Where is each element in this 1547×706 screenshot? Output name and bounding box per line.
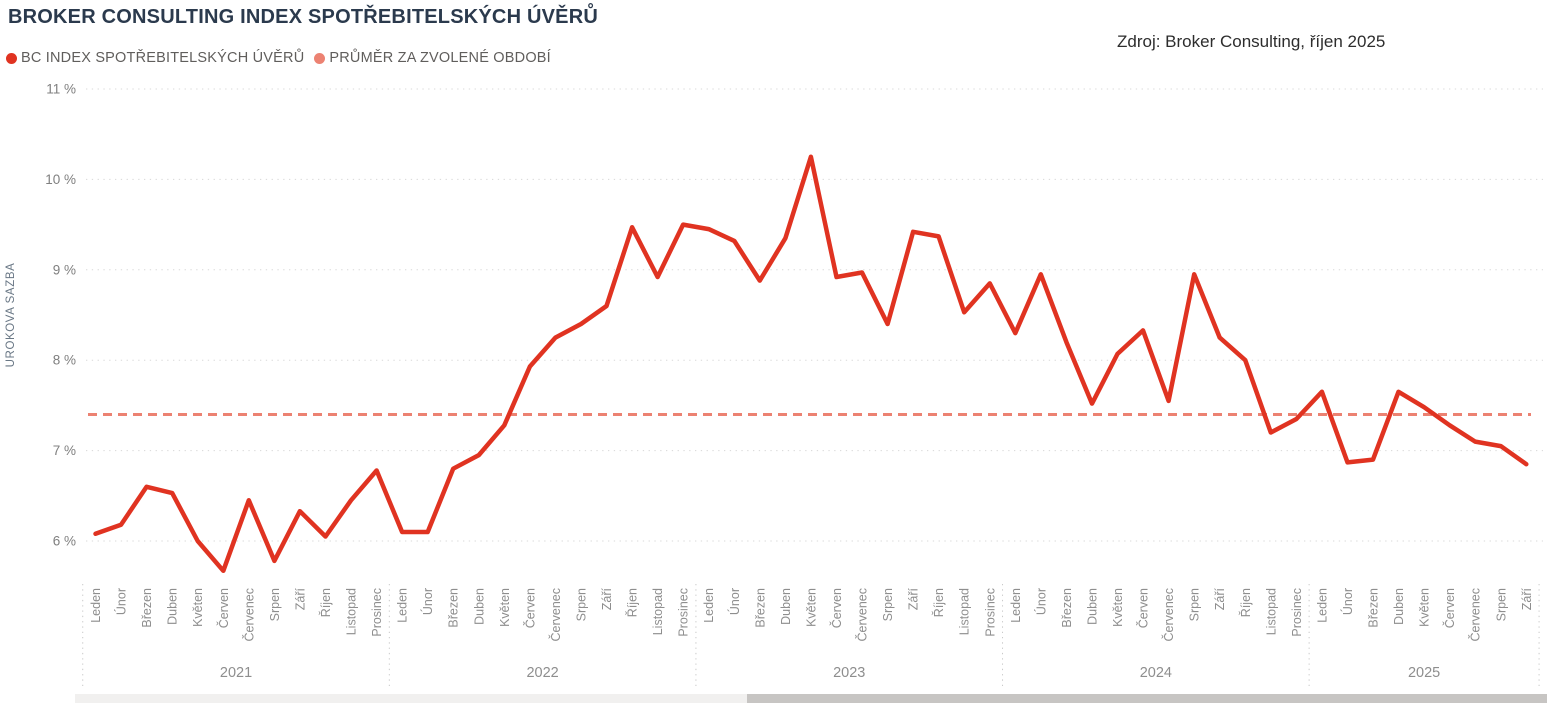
xtick-label-2021-Duben: Duben xyxy=(166,588,180,625)
legend-item-1[interactable]: PRŮMĚR ZA ZVOLENÉ OBDOBÍ xyxy=(314,50,551,66)
xtick-label-2021-Únor: Únor xyxy=(114,588,129,615)
legend-dot-icon xyxy=(314,52,326,64)
xtick-label-2024-Květen: Květen xyxy=(1111,588,1125,627)
xtick-label-2021-Září: Září xyxy=(293,587,307,610)
xtick-label-2024-Září: Září xyxy=(1213,587,1227,610)
xtick-label-2025-Leden: Leden xyxy=(1315,588,1329,623)
ytick-label-10: 10 % xyxy=(45,172,76,187)
xtick-label-2024-Duben: Duben xyxy=(1085,588,1099,625)
xtick-label-2025-Březen: Březen xyxy=(1367,588,1381,628)
xtick-label-2022-Leden: Leden xyxy=(396,588,410,623)
xtick-label-2022-Únor: Únor xyxy=(420,588,435,615)
xtick-label-2023-Listopad: Listopad xyxy=(958,588,972,635)
xtick-label-2025-Červenec: Červenec xyxy=(1468,588,1483,642)
scrollbar-thumb[interactable] xyxy=(747,694,1547,703)
xtick-label-2022-Červenec: Červenec xyxy=(548,588,563,642)
xtick-label-2024-Březen: Březen xyxy=(1060,588,1074,628)
legend-dot-icon xyxy=(6,52,17,64)
xtick-label-2022-Duben: Duben xyxy=(472,588,486,625)
xtick-label-2025-Září: Září xyxy=(1520,587,1534,610)
legend-item-label: PRŮMĚR ZA ZVOLENÉ OBDOBÍ xyxy=(329,50,551,66)
xtick-label-2021-Leden: Leden xyxy=(89,588,103,623)
xtick-label-2021-Listopad: Listopad xyxy=(345,588,359,635)
xtick-label-2025-Srpen: Srpen xyxy=(1494,588,1508,621)
ytick-label-9: 9 % xyxy=(53,262,76,277)
xtick-label-2023-Únor: Únor xyxy=(727,588,742,615)
legend-item-0[interactable]: BC INDEX SPOTŘEBITELSKÝCH ÚVĚRŮ xyxy=(6,50,304,66)
xtick-label-2024-Leden: Leden xyxy=(1009,588,1023,623)
xtick-label-2024-Prosinec: Prosinec xyxy=(1290,588,1304,637)
xtick-label-2022-Červen: Červen xyxy=(522,588,537,628)
xtick-label-2023-Říjen: Říjen xyxy=(931,588,946,617)
xtick-label-2023-Srpen: Srpen xyxy=(881,588,895,621)
xtick-label-2023-Květen: Květen xyxy=(804,588,818,627)
xtick-label-2024-Červen: Červen xyxy=(1136,588,1151,628)
ytick-label-8: 8 % xyxy=(53,353,76,368)
ytick-label-11: 11 % xyxy=(46,82,76,97)
xtick-label-2024-Srpen: Srpen xyxy=(1188,588,1202,621)
xtick-label-2025-Červen: Červen xyxy=(1442,588,1457,628)
xtick-label-2022-Srpen: Srpen xyxy=(574,588,588,621)
xtick-label-2021-Březen: Březen xyxy=(140,588,154,628)
xtick-label-2022-Březen: Březen xyxy=(447,588,461,628)
xtick-label-2021-Srpen: Srpen xyxy=(268,588,282,621)
page-title: BROKER CONSULTING INDEX SPOTŘEBITELSKÝCH… xyxy=(8,6,598,28)
xtick-label-2024-Listopad: Listopad xyxy=(1264,588,1278,635)
xtick-label-2024-Červenec: Červenec xyxy=(1161,588,1176,642)
bc-index-line[interactable] xyxy=(93,154,1529,574)
xtick-label-2022-Listopad: Listopad xyxy=(651,588,665,635)
legend-item-label: BC INDEX SPOTŘEBITELSKÝCH ÚVĚRŮ xyxy=(21,50,305,66)
xtick-label-2023-Září: Září xyxy=(907,587,921,610)
year-label-2021: 2021 xyxy=(220,665,252,681)
xtick-label-2022-Květen: Květen xyxy=(498,588,512,627)
xtick-label-2025-Duben: Duben xyxy=(1392,588,1406,625)
xtick-label-2022-Říjen: Říjen xyxy=(625,588,640,617)
xtick-label-2024-Únor: Únor xyxy=(1033,588,1048,615)
xtick-label-2022-Září: Září xyxy=(600,587,614,610)
xtick-label-2025-Květen: Květen xyxy=(1418,588,1432,627)
xtick-label-2023-Březen: Březen xyxy=(753,588,767,628)
year-label-2024: 2024 xyxy=(1140,665,1172,681)
year-label-2023: 2023 xyxy=(833,665,865,681)
xtick-label-2022-Prosinec: Prosinec xyxy=(677,588,691,637)
xtick-label-2021-Prosinec: Prosinec xyxy=(370,588,384,637)
xtick-label-2021-Červen: Červen xyxy=(216,588,231,628)
xtick-label-2021-Říjen: Říjen xyxy=(318,588,333,617)
ytick-label-6: 6 % xyxy=(53,534,76,549)
xtick-label-2025-Únor: Únor xyxy=(1340,588,1355,615)
xtick-label-2023-Červenec: Červenec xyxy=(855,588,870,642)
xtick-label-2021-Květen: Květen xyxy=(191,588,205,627)
xtick-label-2024-Říjen: Říjen xyxy=(1238,588,1253,617)
xtick-label-2021-Červenec: Červenec xyxy=(241,588,256,642)
source-label: Zdroj: Broker Consulting, říjen 2025 xyxy=(1117,32,1386,51)
year-label-2025: 2025 xyxy=(1408,665,1440,681)
yaxis-title: UROKOVA SAZBA xyxy=(5,263,17,368)
year-label-2022: 2022 xyxy=(526,665,558,681)
scrollbar-track[interactable] xyxy=(75,694,1547,703)
xtick-label-2023-Červen: Červen xyxy=(829,588,844,628)
legend: BC INDEX SPOTŘEBITELSKÝCH ÚVĚRŮ PRŮMĚR ZA… xyxy=(6,50,551,66)
xtick-label-2023-Prosinec: Prosinec xyxy=(983,588,997,637)
xtick-label-2023-Leden: Leden xyxy=(702,588,716,623)
xtick-label-2023-Duben: Duben xyxy=(779,588,793,625)
ytick-label-7: 7 % xyxy=(53,443,76,458)
